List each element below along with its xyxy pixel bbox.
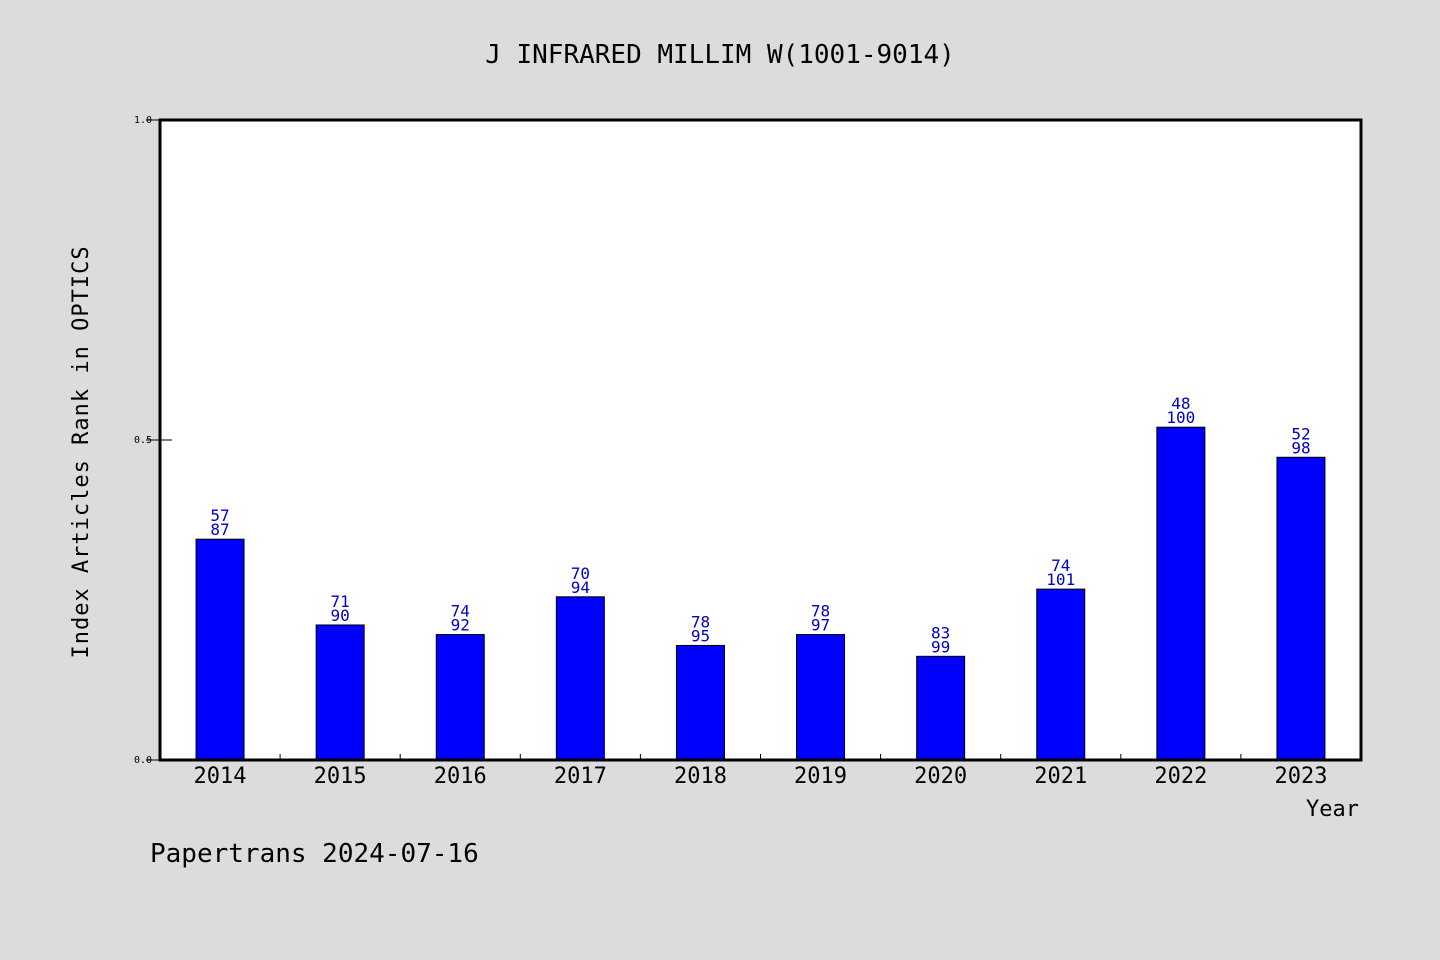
x-tick-label: 2020 xyxy=(914,764,967,789)
plot-frame xyxy=(158,118,1363,762)
bar-total-label: 99 xyxy=(931,637,950,656)
bar xyxy=(1156,426,1206,761)
x-tick-label: 2017 xyxy=(554,764,607,789)
bar-rank-label: 74 xyxy=(451,602,470,621)
bar xyxy=(1036,588,1086,761)
bar-rank-label: 71 xyxy=(331,592,350,611)
bar xyxy=(916,655,966,761)
chart-title: J INFRARED MILLIM W(1001-9014) xyxy=(485,40,955,70)
bar-rank-label: 78 xyxy=(811,602,830,621)
x-axis-label: Year xyxy=(1306,797,1359,822)
x-tick-label: 2015 xyxy=(314,764,367,789)
x-tick-label: 2016 xyxy=(434,764,487,789)
x-tick-label: 2014 xyxy=(194,764,247,789)
bar-total-label: 87 xyxy=(210,520,229,539)
bar-rank-label: 57 xyxy=(210,506,229,525)
bar xyxy=(435,634,485,761)
bar-total-label: 101 xyxy=(1046,570,1075,589)
x-tick-label: 2021 xyxy=(1034,764,1087,789)
x-tick-label: 2019 xyxy=(794,764,847,789)
bar xyxy=(555,596,605,761)
bar-total-label: 95 xyxy=(691,626,710,645)
bar-total-label: 100 xyxy=(1166,408,1195,427)
bar-rank-label: 78 xyxy=(691,612,710,631)
bar xyxy=(796,634,846,761)
x-tick-label: 2018 xyxy=(674,764,727,789)
bar xyxy=(315,624,365,761)
bar-rank-label: 74 xyxy=(1051,556,1070,575)
bar-total-label: 92 xyxy=(451,616,470,635)
bar-rank-label: 52 xyxy=(1291,424,1310,443)
y-tick-label: 0.5 xyxy=(134,435,152,446)
x-tick-label: 2022 xyxy=(1154,764,1207,789)
y-axis-label: Index Articles Rank in OPTICS xyxy=(69,245,94,658)
bar xyxy=(1276,456,1326,761)
y-tick-label: 0.0 xyxy=(134,755,152,766)
x-tick-label: 2023 xyxy=(1274,764,1327,789)
footer-text: Papertrans 2024-07-16 xyxy=(150,839,479,869)
bar-total-label: 98 xyxy=(1291,438,1310,457)
bar xyxy=(195,538,245,761)
bar-rank-label: 48 xyxy=(1171,394,1190,413)
bar-rank-label: 70 xyxy=(571,564,590,583)
bar xyxy=(675,644,725,761)
bar-rank-label: 83 xyxy=(931,623,950,642)
bar-total-label: 97 xyxy=(811,616,830,635)
y-tick-label: 1.0 xyxy=(134,115,152,126)
bar-total-label: 90 xyxy=(331,606,350,625)
bar-total-label: 94 xyxy=(571,578,590,597)
